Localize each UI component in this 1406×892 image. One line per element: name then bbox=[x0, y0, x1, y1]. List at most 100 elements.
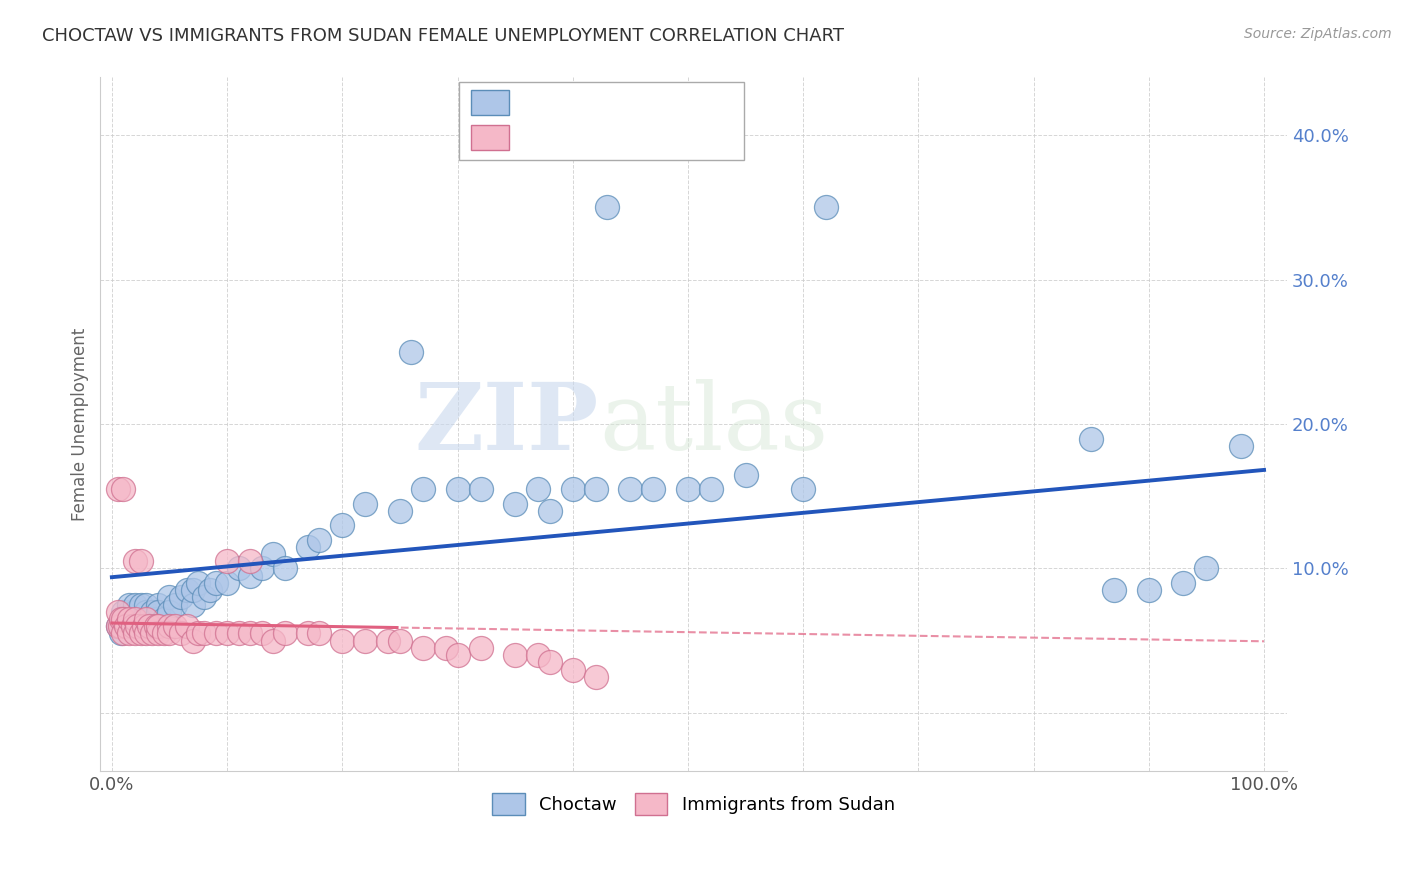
Point bbox=[388, 504, 411, 518]
Point bbox=[159, 605, 181, 619]
Point bbox=[538, 656, 561, 670]
Point bbox=[187, 576, 209, 591]
Point bbox=[470, 640, 492, 655]
Point bbox=[297, 540, 319, 554]
Point bbox=[228, 626, 250, 640]
Point bbox=[146, 626, 169, 640]
Point bbox=[170, 626, 193, 640]
Point bbox=[121, 619, 143, 633]
Point bbox=[129, 598, 152, 612]
Point bbox=[434, 640, 457, 655]
Point bbox=[250, 561, 273, 575]
Point bbox=[262, 547, 284, 561]
Point bbox=[239, 554, 262, 568]
Point bbox=[561, 663, 583, 677]
Point bbox=[619, 482, 641, 496]
Point bbox=[165, 598, 187, 612]
Point bbox=[145, 612, 167, 626]
Point bbox=[121, 612, 143, 626]
Point bbox=[217, 626, 239, 640]
Point bbox=[596, 201, 619, 215]
Point bbox=[118, 626, 141, 640]
Point bbox=[138, 619, 160, 633]
Legend: Choctaw, Immigrants from Sudan: Choctaw, Immigrants from Sudan bbox=[484, 784, 904, 824]
Point bbox=[176, 619, 198, 633]
Point bbox=[135, 598, 157, 612]
Point bbox=[146, 619, 169, 633]
Point bbox=[250, 626, 273, 640]
Point bbox=[146, 598, 169, 612]
Point bbox=[181, 598, 204, 612]
Point bbox=[124, 605, 146, 619]
Point bbox=[446, 482, 468, 496]
Point bbox=[124, 554, 146, 568]
Point bbox=[643, 482, 665, 496]
Point bbox=[176, 583, 198, 598]
Point bbox=[412, 640, 434, 655]
Point bbox=[152, 612, 174, 626]
Point bbox=[159, 626, 181, 640]
Point bbox=[108, 619, 131, 633]
Point bbox=[527, 482, 550, 496]
Point bbox=[527, 648, 550, 662]
Point bbox=[204, 576, 226, 591]
Point bbox=[700, 482, 723, 496]
Point bbox=[170, 591, 193, 605]
Point bbox=[204, 626, 226, 640]
Point bbox=[110, 626, 132, 640]
Point bbox=[1080, 432, 1102, 446]
Point bbox=[181, 633, 204, 648]
Point bbox=[107, 605, 129, 619]
Point bbox=[112, 612, 135, 626]
Point bbox=[118, 605, 141, 619]
Text: atlas: atlas bbox=[599, 379, 828, 469]
Point bbox=[676, 482, 699, 496]
Point bbox=[152, 626, 174, 640]
Point bbox=[273, 561, 295, 575]
Point bbox=[129, 554, 152, 568]
Point bbox=[114, 619, 136, 633]
Point bbox=[330, 518, 353, 533]
Point bbox=[585, 670, 607, 684]
Point bbox=[193, 626, 215, 640]
Point bbox=[134, 619, 156, 633]
Point bbox=[503, 496, 526, 510]
Point bbox=[217, 554, 239, 568]
Point bbox=[141, 626, 163, 640]
Point bbox=[297, 626, 319, 640]
Point bbox=[118, 612, 141, 626]
Point bbox=[330, 633, 353, 648]
Point bbox=[239, 626, 262, 640]
Point bbox=[138, 612, 160, 626]
Point bbox=[538, 504, 561, 518]
Point bbox=[1230, 439, 1253, 453]
Point bbox=[470, 482, 492, 496]
Point bbox=[181, 583, 204, 598]
Point bbox=[198, 583, 221, 598]
Point bbox=[135, 612, 157, 626]
Point bbox=[134, 612, 156, 626]
Point bbox=[308, 626, 330, 640]
Point bbox=[127, 619, 149, 633]
Point bbox=[354, 633, 377, 648]
Point bbox=[127, 619, 149, 633]
Point bbox=[141, 605, 163, 619]
Point bbox=[107, 619, 129, 633]
Point bbox=[135, 626, 157, 640]
Point bbox=[112, 612, 135, 626]
Point bbox=[187, 626, 209, 640]
Point bbox=[446, 648, 468, 662]
Point bbox=[165, 619, 187, 633]
Point bbox=[135, 605, 157, 619]
Point bbox=[815, 201, 838, 215]
Point bbox=[124, 598, 146, 612]
Point bbox=[217, 576, 239, 591]
Point bbox=[107, 619, 129, 633]
Point bbox=[273, 626, 295, 640]
Point bbox=[354, 496, 377, 510]
Point bbox=[112, 605, 135, 619]
Point bbox=[412, 482, 434, 496]
Point bbox=[308, 533, 330, 547]
Point bbox=[1173, 576, 1195, 591]
Point bbox=[228, 561, 250, 575]
